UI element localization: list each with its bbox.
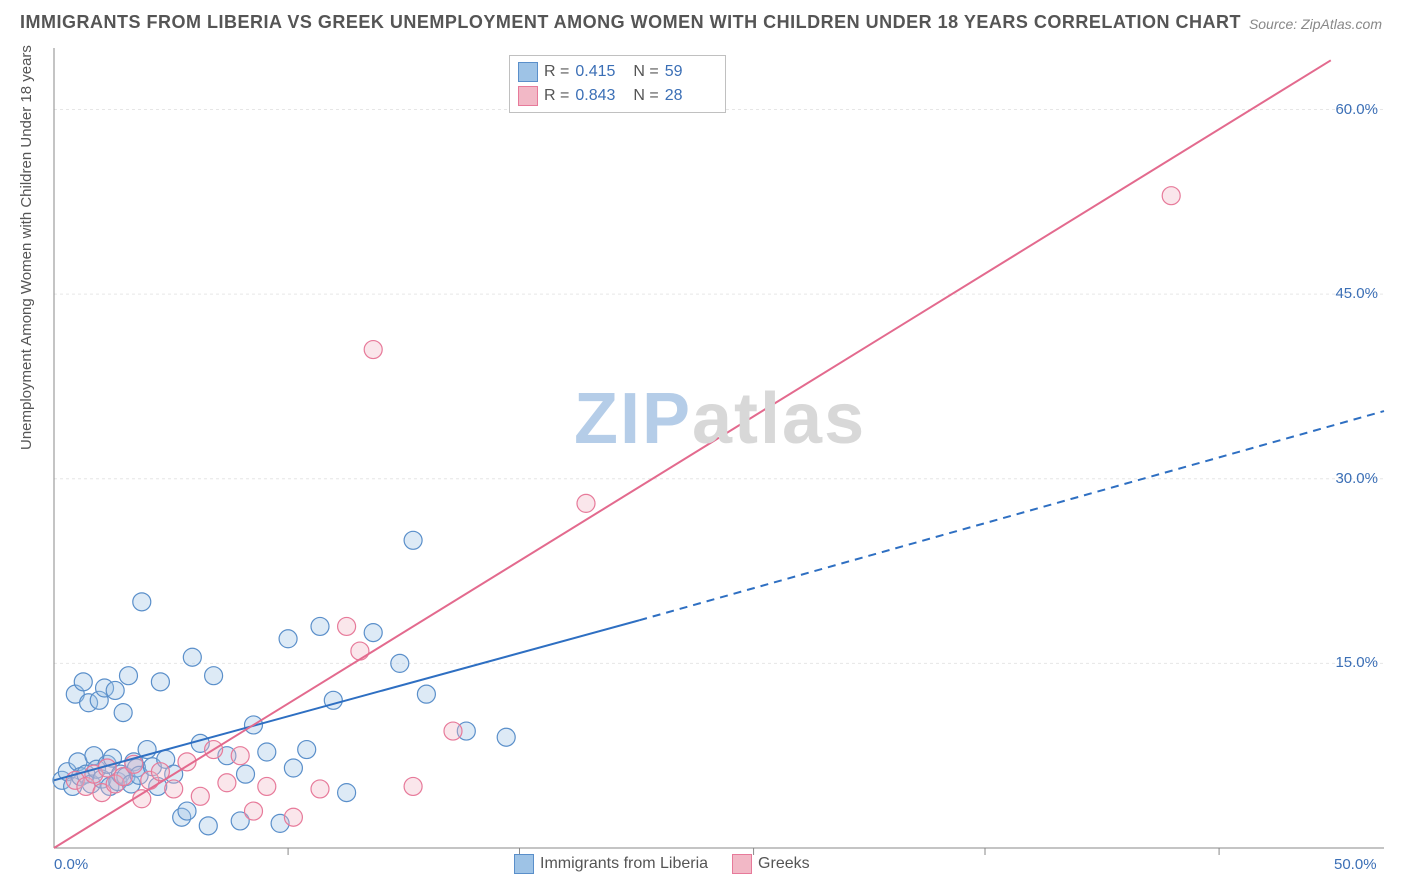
data-point — [106, 681, 124, 699]
r-label: R = — [544, 63, 569, 81]
data-point — [298, 741, 316, 759]
data-point — [311, 780, 329, 798]
data-point — [114, 704, 132, 722]
data-point — [119, 667, 137, 685]
data-point — [205, 667, 223, 685]
trend-line-dashed — [639, 411, 1384, 620]
data-point — [237, 765, 255, 783]
x-tick-label: 0.0% — [54, 856, 88, 873]
chart-svg — [54, 48, 1384, 848]
data-point — [231, 747, 249, 765]
data-point — [178, 802, 196, 820]
data-point — [284, 808, 302, 826]
stats-legend-row: R = 0.843 N = 28 — [518, 84, 717, 108]
series-legend-item: Immigrants from Liberia — [514, 854, 708, 874]
data-point — [444, 722, 462, 740]
legend-swatch — [732, 854, 752, 874]
n-value: 59 — [665, 63, 717, 81]
data-point — [133, 593, 151, 611]
data-point — [404, 531, 422, 549]
data-point — [151, 673, 169, 691]
data-point — [279, 630, 297, 648]
y-axis-label: Unemployment Among Women with Children U… — [18, 45, 35, 450]
y-tick-label: 15.0% — [1335, 654, 1378, 671]
data-point — [191, 787, 209, 805]
data-point — [577, 494, 595, 512]
data-point — [218, 774, 236, 792]
legend-swatch — [518, 86, 538, 106]
r-label: R = — [544, 87, 569, 105]
stats-legend-box: R = 0.415 N = 59 R = 0.843 N = 28 — [509, 55, 726, 113]
data-point — [404, 777, 422, 795]
data-point — [199, 817, 217, 835]
stats-legend-row: R = 0.415 N = 59 — [518, 60, 717, 84]
y-tick-label: 60.0% — [1335, 101, 1378, 118]
n-label: N = — [633, 87, 658, 105]
x-tick-label: 50.0% — [1334, 856, 1377, 873]
series-name: Greeks — [758, 855, 810, 873]
y-tick-label: 30.0% — [1335, 470, 1378, 487]
scatter-plot-area: ZIPatlas R =0.415N =59R =0.843N =28 Immi… — [54, 48, 1384, 848]
data-point — [258, 777, 276, 795]
n-label: N = — [633, 63, 658, 81]
chart-title: IMMIGRANTS FROM LIBERIA VS GREEK UNEMPLO… — [20, 12, 1241, 33]
data-point — [364, 624, 382, 642]
trend-line-solid — [54, 620, 639, 780]
series-name: Immigrants from Liberia — [540, 855, 708, 873]
data-point — [338, 617, 356, 635]
data-point — [245, 802, 263, 820]
data-point — [183, 648, 201, 666]
data-point — [258, 743, 276, 761]
source-attribution: Source: ZipAtlas.com — [1249, 16, 1382, 32]
data-point — [165, 780, 183, 798]
y-tick-label: 45.0% — [1335, 285, 1378, 302]
series-legend-item: Greeks — [732, 854, 810, 874]
data-point — [351, 642, 369, 660]
r-value: 0.415 — [575, 63, 627, 81]
trend-line-solid — [54, 60, 1331, 848]
data-point — [284, 759, 302, 777]
data-point — [1162, 187, 1180, 205]
data-point — [74, 673, 92, 691]
legend-swatch — [518, 62, 538, 82]
r-value: 0.843 — [575, 87, 627, 105]
data-point — [364, 341, 382, 359]
n-value: 28 — [665, 87, 717, 105]
series-legend: Immigrants from Liberia Greeks — [514, 854, 810, 874]
data-point — [417, 685, 435, 703]
data-point — [391, 654, 409, 672]
data-point — [497, 728, 515, 746]
data-point — [338, 784, 356, 802]
legend-swatch — [514, 854, 534, 874]
data-point — [311, 617, 329, 635]
